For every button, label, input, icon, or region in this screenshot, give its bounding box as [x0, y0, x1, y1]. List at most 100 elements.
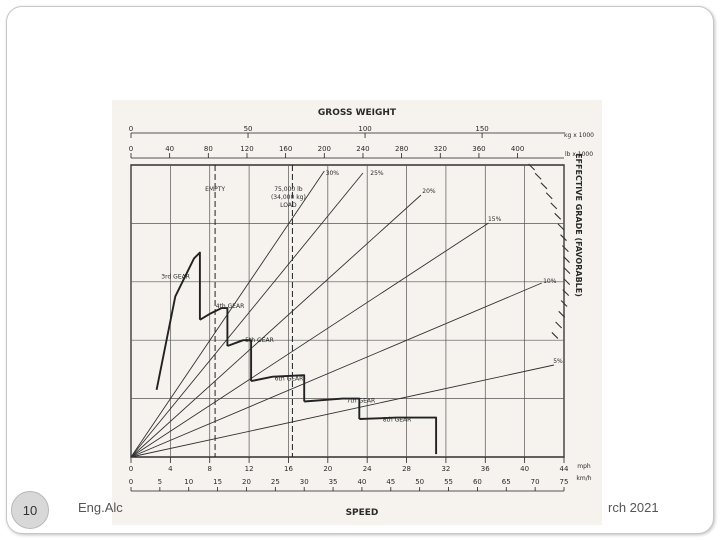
gear-label: 6th GEAR: [275, 376, 304, 383]
y-axis-title: EFFECTIVE GRADE (FAVORABLE): [574, 153, 583, 297]
kg-tick-label: 0: [129, 125, 133, 133]
grade-hatch: [528, 163, 536, 171]
kmh-tick-label: 30: [300, 478, 309, 486]
grade-hatch: [563, 256, 570, 263]
lb-tick-label: 320: [434, 145, 447, 153]
chart-title: GROSS WEIGHT: [318, 108, 397, 118]
grade-hatch: [534, 172, 542, 180]
kmh-tick-label: 0: [129, 478, 133, 486]
mph-tick-label: 32: [441, 465, 450, 473]
grade-line: [130, 194, 422, 458]
rimpull-chart: 0 4 8 12 16 20 24 28 32 36 40 44 0 5 10 15 20 25 30 35 40 45 5…: [129, 108, 594, 518]
gear-label: 5th GEAR: [245, 337, 274, 344]
grade-label: 15%: [488, 216, 502, 223]
lb-tick-label: 0: [129, 145, 133, 153]
weight-marker-label: LOAD: [280, 202, 297, 209]
grade-hatch: [550, 202, 558, 210]
gear-label: 4th GEAR: [216, 303, 245, 310]
x-axis-title: SPEED: [346, 508, 379, 518]
gear-curve: [155, 251, 201, 390]
kmh-tick-label: 25: [271, 478, 280, 486]
mph-tick-label: 8: [207, 465, 211, 473]
kmh-tick-label: 45: [386, 478, 395, 486]
mph-tick-label: 24: [363, 465, 372, 473]
grade-hatch: [551, 332, 559, 339]
plot-frame: [130, 164, 565, 458]
grade-hatch: [563, 267, 571, 274]
lb-tick-label: 200: [318, 145, 331, 153]
kmh-tick-label: 65: [502, 478, 511, 486]
grade-line: [130, 222, 489, 458]
weight-marker-label: EMPTY: [205, 186, 225, 193]
grade-hatch: [560, 234, 567, 242]
lb-unit-label: lb x 1000: [565, 151, 593, 158]
kmh-tick-label: 75: [560, 478, 569, 486]
kmh-tick-label: 60: [473, 478, 482, 486]
gear-label: 7th GEAR: [347, 398, 376, 405]
kg-tick-label: 150: [475, 125, 488, 133]
grade-hatch: [563, 278, 571, 285]
lb-tick-label: 360: [472, 145, 485, 153]
footer-left-text: Eng.Alc: [78, 500, 123, 515]
gear-label: 3rd GEAR: [161, 273, 190, 280]
lb-tick-label: 40: [165, 145, 174, 153]
grade-hatch: [555, 321, 563, 329]
grade-label: 10%: [543, 278, 557, 285]
grade-hatch: [562, 245, 569, 252]
grade-label: 25%: [370, 170, 384, 177]
mph-tick-label: 0: [129, 465, 133, 473]
grade-hatch: [562, 289, 570, 296]
gear-curve: [359, 416, 438, 455]
lb-tick-label: 120: [240, 145, 253, 153]
gear-curve: [227, 339, 253, 382]
grade-line: [130, 282, 542, 458]
mph-tick-label: 40: [520, 465, 529, 473]
weight-marker-label: 75,000 lb: [274, 186, 303, 193]
kmh-tick-label: 55: [444, 478, 453, 486]
lb-tick-label: 400: [511, 145, 524, 153]
mph-tick-label: 20: [323, 465, 332, 473]
footer-right-text: rch 2021: [608, 500, 659, 515]
grade-hatch: [557, 223, 565, 231]
grade-line: [130, 364, 555, 458]
mph-tick-label: 28: [402, 465, 411, 473]
kmh-tick-label: 50: [415, 478, 424, 486]
mph-tick-label: 12: [245, 465, 254, 473]
gear-label: 8th GEAR: [383, 417, 412, 424]
grade-hatch: [560, 300, 568, 307]
kmh-unit-label: km/h: [576, 475, 591, 482]
kg-tick-label: 100: [358, 125, 371, 133]
grade-hatch: [558, 310, 566, 318]
weight-marker-label: (34,000 kg): [271, 194, 306, 201]
kmh-tick-label: 70: [531, 478, 540, 486]
grade-label: 5%: [553, 358, 563, 365]
kmh-tick-label: 5: [158, 478, 162, 486]
gear-curve: [304, 397, 361, 419]
grade-label: 30%: [326, 170, 340, 177]
mph-tick-label: 44: [560, 465, 569, 473]
chart-figure: 0 4 8 12 16 20 24 28 32 36 40 44 0 5 10 15 20 25 30 35 40 45 5…: [112, 100, 602, 525]
mph-unit-label: mph: [577, 463, 591, 470]
page-number-badge: 10: [11, 491, 49, 529]
kmh-tick-label: 20: [242, 478, 251, 486]
mph-tick-label: 4: [168, 465, 173, 473]
grade-hatch: [554, 212, 562, 220]
grade-line: [130, 172, 364, 458]
kg-tick-label: 50: [244, 125, 253, 133]
lb-tick-label: 280: [395, 145, 408, 153]
lb-tick-label: 160: [279, 145, 292, 153]
kmh-tick-label: 10: [184, 478, 193, 486]
mph-tick-label: 16: [284, 465, 293, 473]
kmh-tick-label: 40: [357, 478, 366, 486]
grade-hatch: [540, 182, 548, 190]
gear-curve: [250, 374, 306, 402]
kmh-tick-label: 35: [329, 478, 338, 486]
kmh-tick-label: 15: [213, 478, 222, 486]
kg-unit-label: kg x 1000: [564, 132, 594, 139]
grade-label: 20%: [422, 188, 436, 195]
lb-tick-label: 240: [356, 145, 369, 153]
lb-tick-label: 80: [204, 145, 213, 153]
grade-hatch: [545, 192, 553, 200]
mph-tick-label: 36: [481, 465, 490, 473]
gear-curve: [199, 307, 229, 346]
